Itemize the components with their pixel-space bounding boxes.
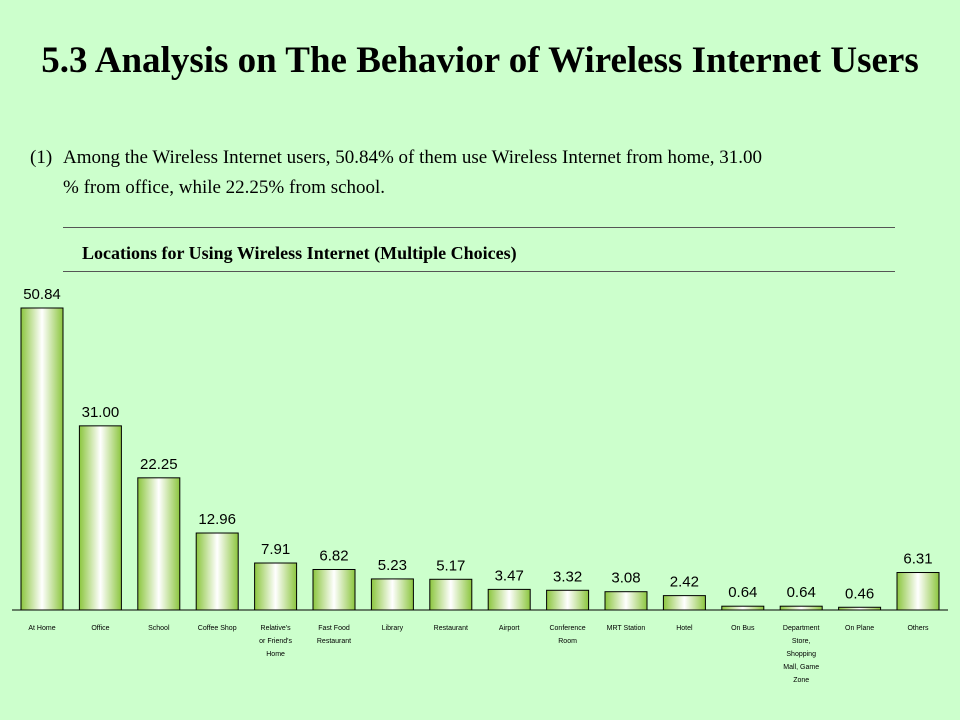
chart-title: Locations for Using Wireless Internet (M… [82,243,517,263]
bar-department-store-shopping-mall-game-zone [779,605,823,611]
value-label-conference-room: 3.32 [553,568,582,585]
value-label-restaurant: 5.17 [436,557,465,574]
category-label-conference-room: Conference Room [549,625,585,645]
value-label-coffee-shop: 12.96 [198,511,236,528]
bar-restaurant [429,578,473,611]
value-label-others: 6.31 [903,551,932,568]
intro-text-1: Among the Wireless Internet users, 50.84… [63,147,763,168]
value-label-on-plane: 0.46 [845,585,874,602]
chart-top-rule [63,227,895,228]
value-label-hotel: 2.42 [670,574,699,591]
category-label-on-bus: On Bus [731,625,755,632]
bar-hotel [662,595,706,611]
category-label-coffee-shop: Coffee Shop [198,625,237,632]
bar-on-bus [721,605,765,611]
category-label-school: School [148,625,170,632]
value-label-at-home: 50.84 [23,286,61,303]
category-label-at-home: At Home [28,625,55,632]
category-label-office: Office [91,625,109,632]
value-label-library: 5.23 [378,557,407,574]
value-label-school: 22.25 [140,456,178,473]
category-label-airport: Airport [499,625,520,632]
bar-library [370,578,414,611]
page-title: 5.3 Analysis on The Behavior of Wireless… [41,40,919,81]
category-label-on-plane: On Plane [845,625,874,632]
category-label-restaurant: Restaurant [434,625,468,632]
value-label-relative-s-or-friend-s-home: 7.91 [261,541,290,558]
bar-others [896,572,940,611]
value-label-airport: 3.47 [495,567,524,584]
bar-at-home [20,307,64,611]
category-label-mrt-station: MRT Station [607,625,646,632]
bar-office [78,425,122,611]
bar-conference-room [546,589,590,611]
chart-title-rule [63,271,895,272]
category-labels-group: At Home Office School Coffee Shop Relative's… [28,625,929,684]
value-label-mrt-station: 3.08 [611,570,640,587]
bar-school [137,477,181,611]
bar-fast-food-restaurant [312,568,356,611]
value-label-office: 31.00 [82,404,120,421]
bars-group [20,307,940,611]
category-label-department-store-shopping-mall-game-zone: Department Store, Shopping Mall, Game Zone [783,625,820,684]
intro-line-2: % from office, while 22.25% from school. [63,177,386,198]
value-labels-group: 50.84 31.00 22.25 12.96 7.91 6.82 5.23 5.17 3.47… [23,286,932,602]
bar-mrt-station [604,591,648,611]
intro-line-1: (1) Among the Wireless Internet users, 50… [30,143,950,173]
bar-airport [487,588,531,611]
value-label-on-bus: 0.64 [728,584,757,601]
category-label-fast-food-restaurant: Fast Food Restaurant [317,625,351,645]
category-label-relative-s-or-friend-s-home: Relative's or Friend's Home [259,625,292,658]
category-label-hotel: Hotel [676,625,693,632]
category-label-others: Others [907,625,929,632]
bar-chart: 50.84 31.00 22.25 12.96 7.91 6.82 5.23 5.17 3.47… [12,286,948,684]
intro-paragraph: (1) Among the Wireless Internet users, 50… [30,143,950,203]
value-label-fast-food-restaurant: 6.82 [319,547,348,564]
bar-relative-s-or-friend-s-home [254,562,298,611]
bar-coffee-shop [195,532,239,611]
intro-number: (1) [30,147,53,168]
value-label-department-store-shopping-mall-game-zone: 0.64 [787,584,816,601]
category-label-library: Library [382,625,404,632]
